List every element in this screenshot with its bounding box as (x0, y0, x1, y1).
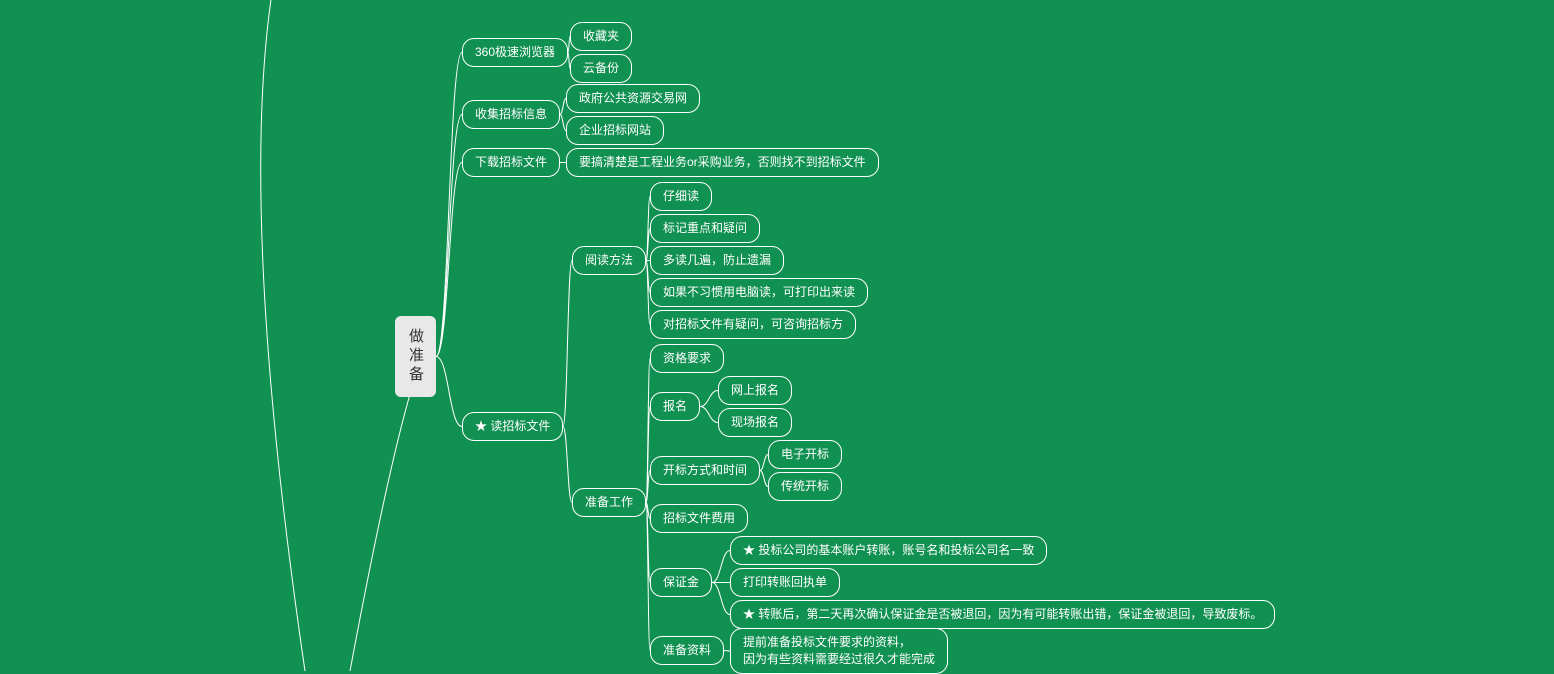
mindmap-node[interactable]: 多读几遍，防止遗漏 (650, 246, 784, 275)
mindmap-node[interactable]: 准备工作 (572, 488, 646, 517)
mindmap-node[interactable]: 网上报名 (718, 376, 792, 405)
mindmap-node[interactable]: 企业招标网站 (566, 116, 664, 145)
mindmap-node[interactable]: 收藏夹 (570, 22, 632, 51)
mindmap-edge (563, 427, 572, 503)
mindmap-node[interactable]: 现场报名 (718, 408, 792, 437)
mindmap-edge (436, 115, 462, 357)
mindmap-node[interactable]: 如果不习惯用电脑读，可打印出来读 (650, 278, 868, 307)
mindmap-node[interactable]: ★ 转账后，第二天再次确认保证金是否被退回，因为有可能转账出错，保证金被退回，导… (730, 600, 1275, 629)
mindmap-edge (436, 163, 462, 357)
mindmap-node[interactable]: 仔细读 (650, 182, 712, 211)
mindmap-root[interactable]: 做准备 (395, 316, 436, 397)
mindmap-edge (712, 583, 730, 615)
mindmap-edge (712, 551, 730, 583)
mindmap-node[interactable]: ★ 读招标文件 (462, 412, 563, 441)
mindmap-edge (646, 359, 650, 503)
mindmap-node[interactable]: 打印转账回执单 (730, 568, 840, 597)
mindmap-node[interactable]: 要搞清楚是工程业务or采购业务，否则找不到招标文件 (566, 148, 879, 177)
mindmap-edge (350, 360, 421, 671)
mindmap-edge (261, 0, 305, 671)
mindmap-edge (760, 471, 768, 487)
mindmap-node[interactable]: 对招标文件有疑问，可咨询招标方 (650, 310, 856, 339)
mindmap-edge (700, 407, 718, 423)
mindmap-node[interactable]: 阅读方法 (572, 246, 646, 275)
mindmap-node[interactable]: 传统开标 (768, 472, 842, 501)
mindmap-edge (646, 407, 650, 503)
mindmap-edge (563, 261, 572, 427)
mindmap-node[interactable]: 资格要求 (650, 344, 724, 373)
mindmap-node[interactable]: 招标文件费用 (650, 504, 748, 533)
mindmap-node[interactable]: 收集招标信息 (462, 100, 560, 129)
mindmap-node[interactable]: 提前准备投标文件要求的资料， 因为有些资料需要经过很久才能完成 (730, 628, 948, 674)
mindmap-node[interactable]: 报名 (650, 392, 700, 421)
mindmap-node[interactable]: 准备资料 (650, 636, 724, 665)
mindmap-node[interactable]: 云备份 (570, 54, 632, 83)
mindmap-node[interactable]: 电子开标 (768, 440, 842, 469)
mindmap-node[interactable]: 标记重点和疑问 (650, 214, 760, 243)
mindmap-node[interactable]: 开标方式和时间 (650, 456, 760, 485)
mindmap-edge (436, 357, 462, 427)
mindmap-node[interactable]: 政府公共资源交易网 (566, 84, 700, 113)
mindmap-node[interactable]: ★ 投标公司的基本账户转账，账号名和投标公司名一致 (730, 536, 1047, 565)
mindmap-node[interactable]: 下载招标文件 (462, 148, 560, 177)
mindmap-edge (760, 455, 768, 471)
mindmap-node[interactable]: 保证金 (650, 568, 712, 597)
mindmap-edge (700, 391, 718, 407)
mindmap-edge (436, 53, 462, 357)
mindmap-node[interactable]: 360极速浏览器 (462, 38, 568, 67)
